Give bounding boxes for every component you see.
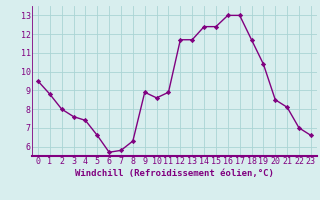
X-axis label: Windchill (Refroidissement éolien,°C): Windchill (Refroidissement éolien,°C) — [75, 169, 274, 178]
